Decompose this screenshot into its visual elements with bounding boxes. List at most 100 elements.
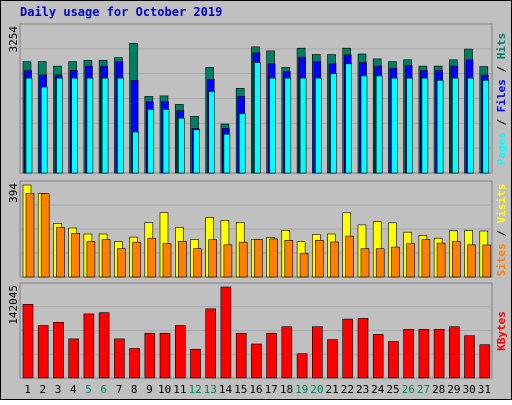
sites-bar-day-17: [269, 238, 278, 278]
panels: 3254 Pages / Files / Hits 394 Sites / Visit…: [7, 23, 508, 379]
kbytes-bar-day-12: [190, 348, 201, 379]
pages-bar-day-22: [345, 63, 353, 174]
pages-bar-day-12: [193, 129, 200, 174]
kbytes-bar-day-13: [205, 308, 216, 379]
x-tick-label: 4: [70, 383, 77, 396]
legend-pages: Pages: [495, 132, 508, 165]
middle-ymax-label: 394: [7, 183, 20, 203]
x-tick-label: 27: [417, 383, 430, 396]
x-tick-label: 7: [116, 383, 123, 396]
x-tick-label: 28: [432, 383, 445, 396]
x-tick-label: 31: [478, 383, 491, 396]
sites-bar-day-29: [451, 241, 461, 278]
pages-bar-day-17: [269, 77, 276, 174]
middle-legend: Sites / Visits: [495, 184, 508, 277]
pages-bar-day-18: [284, 77, 292, 174]
sites-bar-day-20: [314, 240, 324, 278]
sites-bar-day-14: [223, 244, 233, 278]
pages-bar-day-31: [482, 80, 490, 174]
pages-bar-day-8: [132, 131, 139, 174]
sites-bar-day-19: [299, 253, 309, 278]
sites-bar-day-6: [101, 239, 111, 278]
x-tick-label: 8: [131, 383, 138, 396]
sites-bar-day-12: [193, 248, 202, 278]
pages-bar-day-29: [451, 77, 459, 174]
kbytes-bar-day-22: [342, 318, 354, 379]
legend-hits: Hits: [495, 33, 508, 60]
sites-bar-day-5: [86, 241, 96, 278]
top-legend: Pages / Files / Hits: [495, 33, 508, 166]
pages-bar-day-30: [467, 77, 474, 174]
kbytes-bar-day-29: [448, 326, 460, 379]
sites-bar-day-27: [421, 239, 431, 278]
x-tick-label: 1: [24, 383, 31, 396]
chart-title: Daily usage for October 2019: [20, 5, 222, 19]
kbytes-bar-day-1: [22, 303, 34, 379]
x-tick-label: 20: [310, 383, 323, 396]
sites-bar-day-31: [482, 244, 492, 278]
x-tick-label: 30: [463, 383, 476, 396]
x-tick-label: 14: [219, 383, 233, 396]
sites-bar-day-1: [25, 193, 35, 278]
kbytes-bar-day-23: [357, 318, 369, 379]
legend-kbytes: KBytes: [495, 311, 508, 351]
kbytes-bar-day-4: [68, 338, 79, 379]
sites-bar-day-10: [162, 243, 172, 278]
pages-bar-day-10: [162, 109, 170, 174]
bottom-panel: 142045 KBytes: [7, 282, 508, 379]
pages-bar-day-19: [299, 77, 307, 174]
pages-bar-day-16: [254, 62, 261, 174]
x-tick-label: 13: [204, 383, 217, 396]
pages-bar-day-9: [147, 109, 155, 174]
x-tick-label: 6: [100, 383, 107, 396]
kbytes-bar-day-10: [159, 332, 171, 379]
kbytes-bar-day-21: [327, 339, 338, 379]
kbytes-bar-day-18: [281, 326, 293, 379]
pages-bar-day-13: [208, 91, 215, 174]
sites-bar-day-28: [436, 242, 446, 278]
pages-bar-day-4: [71, 77, 78, 174]
x-tick-label: 11: [173, 383, 186, 396]
sites-bar-day-18: [284, 240, 294, 278]
kbytes-bar-day-14: [220, 286, 232, 379]
x-tick-label: 9: [146, 383, 153, 396]
kbytes-bar-day-2: [37, 325, 49, 379]
sites-bar-day-22: [345, 235, 355, 278]
pages-bar-day-3: [56, 77, 63, 174]
kbytes-bar-day-3: [53, 321, 64, 379]
x-tick-label: 5: [85, 383, 92, 396]
pages-bar-day-7: [117, 77, 124, 174]
kbytes-bar-day-24: [372, 334, 384, 379]
pages-bar-day-25: [391, 77, 398, 174]
x-tick-label: 3: [55, 383, 62, 396]
pages-bar-day-20: [314, 77, 322, 174]
kbytes-bar-day-31: [479, 344, 491, 379]
x-tick-label: 18: [280, 383, 293, 396]
kbytes-bar-day-16: [251, 343, 262, 379]
bottom-legend: KBytes: [495, 311, 508, 351]
x-tick-label: 19: [295, 383, 308, 396]
sites-bar-day-13: [208, 239, 217, 278]
x-tick-label: 24: [371, 383, 385, 396]
sites-bar-day-4: [71, 233, 80, 278]
pages-bar-day-11: [178, 117, 185, 174]
x-tick-label: 10: [158, 383, 171, 396]
x-tick-label: 15: [234, 383, 247, 396]
sites-bar-day-26: [406, 243, 415, 278]
top-panel: 3254 Pages / Files / Hits: [7, 23, 508, 174]
pages-bar-day-28: [436, 80, 444, 174]
pages-bar-day-1: [25, 77, 33, 174]
pages-bar-day-14: [223, 133, 231, 174]
kbytes-bar-day-19: [296, 353, 308, 379]
x-axis-ticks: 1 2 3 4 5 6 7 8 9 10 11 12 13 14 15 16 17 18 19 20 21 22 23 24 2…: [24, 383, 491, 396]
kbytes-bar-day-26: [403, 328, 414, 379]
sites-bar-day-3: [56, 227, 65, 278]
kbytes-bar-day-28: [433, 328, 445, 379]
sites-bar-day-11: [178, 241, 187, 278]
kbytes-bar-day-9: [144, 332, 156, 379]
legend-files: Files: [495, 79, 508, 112]
top-ymax-label: 3254: [7, 26, 20, 53]
pages-bar-day-27: [421, 77, 429, 174]
